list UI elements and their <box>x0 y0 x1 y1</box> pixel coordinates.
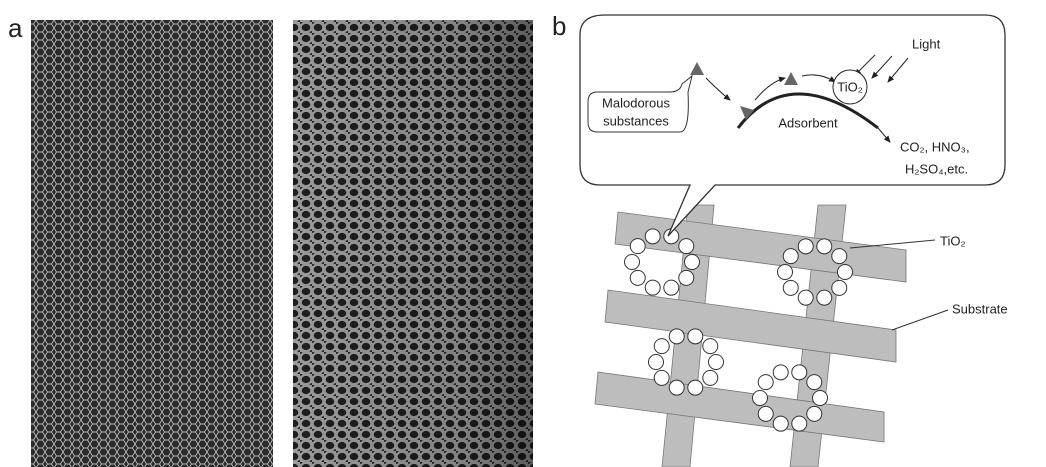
particle <box>649 355 664 370</box>
particle <box>654 370 669 385</box>
particle <box>783 280 798 295</box>
particle <box>630 239 645 254</box>
particle <box>817 239 832 254</box>
products-label: H₂SO₄,etc. <box>905 161 968 176</box>
particle <box>758 375 773 390</box>
particle <box>645 280 660 295</box>
particle <box>703 339 718 354</box>
substrate-label: Substrate <box>952 301 1008 316</box>
particle <box>630 270 645 285</box>
particle <box>685 255 700 270</box>
particle <box>807 375 822 390</box>
particle <box>798 239 813 254</box>
particle <box>679 239 694 254</box>
particle <box>709 355 724 370</box>
particle <box>625 255 640 270</box>
particle <box>783 249 798 264</box>
photo-shade <box>293 20 533 467</box>
particle <box>753 391 768 406</box>
particle <box>832 280 847 295</box>
particle <box>688 329 703 344</box>
particle <box>838 265 853 280</box>
particle <box>778 265 793 280</box>
particle <box>679 270 694 285</box>
particle <box>664 280 679 295</box>
particle <box>773 365 788 380</box>
malodorous-label: substances <box>603 113 669 128</box>
figure: a b Malodorous substances Adsorbent TiO₂… <box>0 0 1046 467</box>
particle <box>832 249 847 264</box>
panel-label: a <box>8 13 23 43</box>
particle <box>645 229 660 244</box>
photo-fine-mesh <box>31 20 273 467</box>
particle <box>669 380 684 395</box>
particle <box>773 416 788 431</box>
tio2-label: TiO₂ <box>837 79 863 94</box>
particle <box>758 406 773 421</box>
panel-label: b <box>552 11 566 41</box>
particle <box>792 416 807 431</box>
particle <box>817 290 832 305</box>
tio2-label: TiO₂ <box>940 233 966 248</box>
particle <box>688 380 703 395</box>
particle <box>654 339 669 354</box>
malodorous-label: Malodorous <box>602 95 670 110</box>
particle <box>703 370 718 385</box>
particle <box>807 406 822 421</box>
leader-line <box>892 310 948 330</box>
products-label: CO₂, HNO₃, <box>900 139 970 154</box>
particle <box>669 329 684 344</box>
particle <box>792 365 807 380</box>
particle <box>798 290 813 305</box>
adsorbent-label: Adsorbent <box>778 115 838 130</box>
light-label: Light <box>912 36 941 51</box>
particle <box>813 391 828 406</box>
